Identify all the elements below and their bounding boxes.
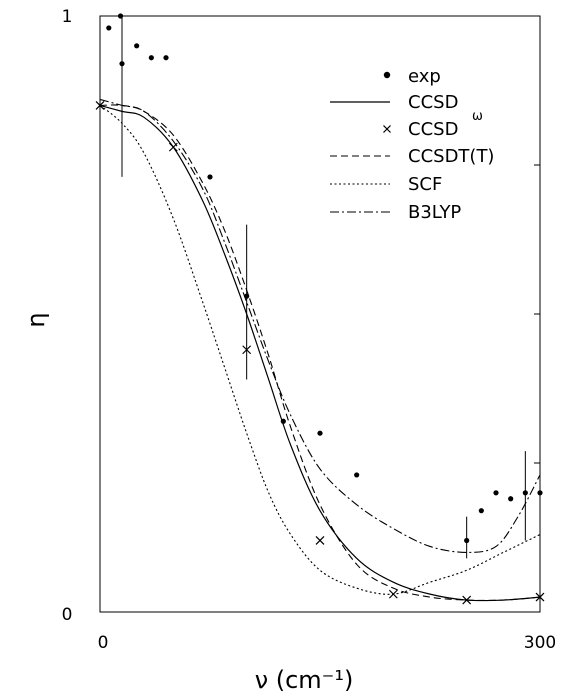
exp-data-point [134,43,140,49]
y-axis-label: η [22,312,50,327]
series-5 [99,104,541,595]
ccsd-cross-marker [535,592,545,602]
legend: exp CCSD CCSD CCSDT(T) SCF B3LYP ω [330,66,494,223]
plot-border [99,15,541,613]
x-tick-label-right: 300 [524,633,556,653]
data-series [95,13,545,605]
plot-frame [99,15,541,613]
series-line-dashdot [99,98,541,553]
series-6 [99,98,541,553]
cross-stroke [315,536,325,545]
cross-stroke [462,595,472,605]
legend-label: B3LYP [408,202,461,223]
legend-label: SCF [408,174,442,195]
series-line-solid [99,104,541,602]
ccsd-cross-marker [462,595,472,605]
x-tick-label-left: 0 [98,633,109,653]
legend-label: exp [408,66,441,87]
series-3 [95,100,545,605]
exp-data-point [106,25,112,31]
exp-data-point [163,55,169,61]
series-2 [99,104,541,602]
series-1 [106,13,543,559]
series-line-dotted [99,104,541,595]
exp-data-point [478,508,484,514]
y-tick-label-bottom: 0 [62,605,73,625]
exp-data-point [354,472,360,478]
legend-swatch-exp [383,71,391,79]
exp-data-point [317,430,323,436]
series-4 [99,104,541,602]
exp-data-point [493,490,499,496]
legend-label: CCSD [408,92,458,113]
y-tick-label-top: 1 [62,7,73,27]
legend-label: CCSD [408,119,458,140]
ccsd-cross-marker [315,536,325,545]
cross-stroke [383,125,391,133]
legend-label: CCSDT(T) [408,146,494,167]
x-axis-label: ν (cm⁻¹) [255,666,354,694]
exp-data-point [148,55,154,61]
cross-stroke [242,345,252,355]
legend-swatch-cross [383,125,391,133]
ccsd-cross-marker [242,345,252,355]
legend-superscript: ω [472,109,483,124]
exp-data-point [207,174,213,180]
exp-data-point [508,496,514,502]
series-line-dashed [99,104,541,602]
axis-ticks [534,164,540,464]
cross-stroke [535,592,545,602]
exp-data-point [537,490,543,496]
